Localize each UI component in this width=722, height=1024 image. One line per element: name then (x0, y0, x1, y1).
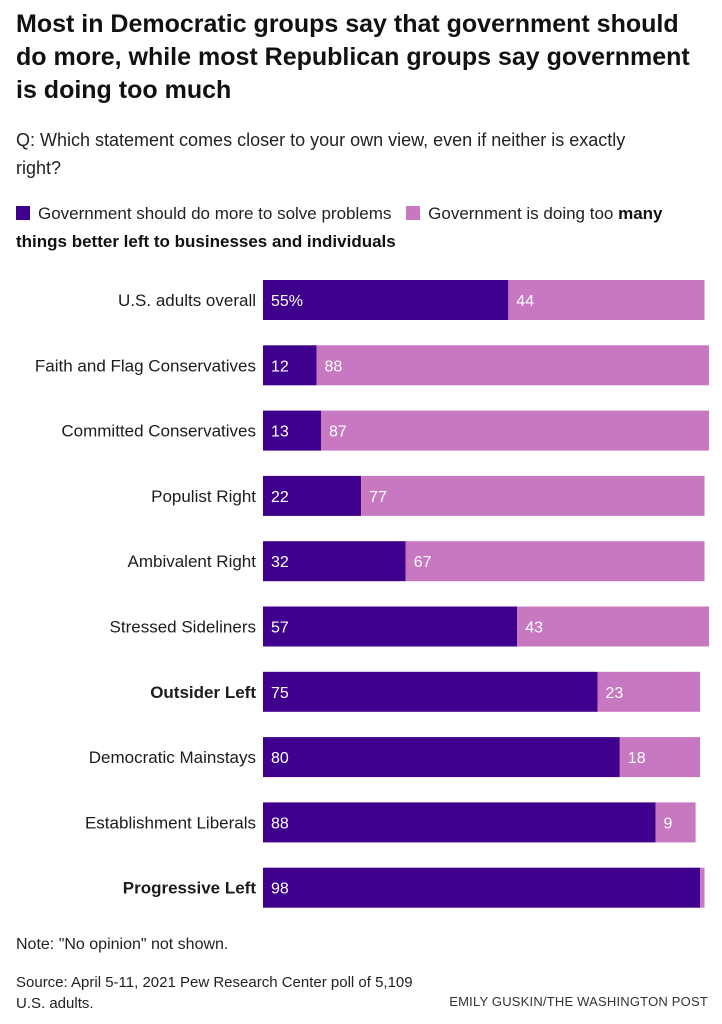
category-label: Populist Right (151, 487, 256, 506)
legend-swatch-doing-too-much (406, 206, 421, 220)
value-label-doing-too-much: 88 (325, 358, 343, 375)
bar-do-more (263, 671, 598, 712)
value-label-doing-too-much: 23 (606, 685, 624, 702)
value-label-do-more: 32 (271, 554, 289, 571)
bar-do-more (263, 867, 701, 908)
survey-question: Q: Which statement comes closer to your … (16, 130, 626, 178)
value-label-doing-too-much: 18 (628, 750, 646, 767)
bar-do-more (263, 541, 406, 582)
bar-doing-too-much (320, 410, 709, 451)
chart-source: Source: April 5-11, 2021 Pew Research Ce… (16, 974, 413, 1012)
value-label-do-more: 55% (271, 293, 303, 310)
bar-doing-too-much (655, 802, 696, 843)
bar-doing-too-much (316, 345, 709, 386)
bar-do-more (263, 410, 321, 451)
value-label-do-more: 22 (271, 489, 289, 506)
bar-doing-too-much (597, 671, 701, 712)
category-label: Faith and Flag Conservatives (35, 356, 256, 375)
stacked-bar-chart: U.S. adults overall 55% 44 Faith and Flag C… (35, 280, 709, 908)
value-label-do-more: 98 (271, 881, 289, 898)
value-label-do-more: 13 (271, 424, 289, 441)
value-label-doing-too-much: 87 (329, 424, 347, 441)
legend-label-do-more: Government should do more to solve probl… (38, 204, 392, 223)
bar-doing-too-much (700, 867, 705, 908)
category-label: Progressive Left (123, 879, 257, 898)
category-label: Ambivalent Right (127, 552, 256, 571)
category-label: U.S. adults overall (118, 291, 256, 310)
value-label-doing-too-much: 77 (369, 489, 387, 506)
value-label-do-more: 57 (271, 620, 289, 637)
legend: Government should do more to solve probl… (16, 200, 706, 256)
legend-item-do-more: Government should do more to solve probl… (16, 204, 391, 223)
chart-credit: EMILY GUSKIN/THE WASHINGTON POST (449, 994, 708, 1009)
value-label-doing-too-much: 44 (516, 293, 534, 310)
legend-swatch-do-more (16, 206, 30, 220)
chart-title: Most in Democratic groups say that gover… (16, 10, 690, 104)
value-label-do-more: 75 (271, 685, 289, 702)
category-label: Establishment Liberals (85, 813, 256, 832)
category-label: Democratic Mainstays (89, 748, 256, 767)
value-label-doing-too-much: 43 (525, 620, 543, 637)
value-label-do-more: 12 (271, 358, 289, 375)
category-label: Outsider Left (150, 683, 256, 702)
legend-label-doing-too-much-cont: many things better left to businesses an… (16, 204, 663, 251)
bar-doing-too-much (508, 280, 705, 320)
value-label-do-more: 88 (271, 815, 289, 832)
category-label: Committed Conservatives (61, 422, 256, 441)
bar-do-more (263, 802, 656, 843)
bar-doing-too-much (361, 475, 705, 516)
bar-do-more (263, 737, 620, 778)
bar-do-more (263, 345, 317, 386)
category-label: Stressed Sideliners (110, 618, 256, 637)
legend-label-doing-too-much: Government is doing too (428, 204, 614, 223)
bar-do-more (263, 280, 509, 320)
bar-do-more (263, 475, 362, 516)
bar-do-more (263, 606, 518, 647)
bar-doing-too-much (405, 541, 705, 582)
value-label-doing-too-much: 67 (414, 554, 432, 571)
bar-doing-too-much (619, 737, 701, 778)
legend-item-doing-too-much: Government is doing too (406, 204, 613, 223)
bar-doing-too-much (517, 606, 709, 647)
chart-note: Note: "No opinion" not shown. (16, 936, 229, 953)
value-label-do-more: 80 (271, 750, 289, 767)
value-label-doing-too-much: 9 (663, 815, 672, 832)
